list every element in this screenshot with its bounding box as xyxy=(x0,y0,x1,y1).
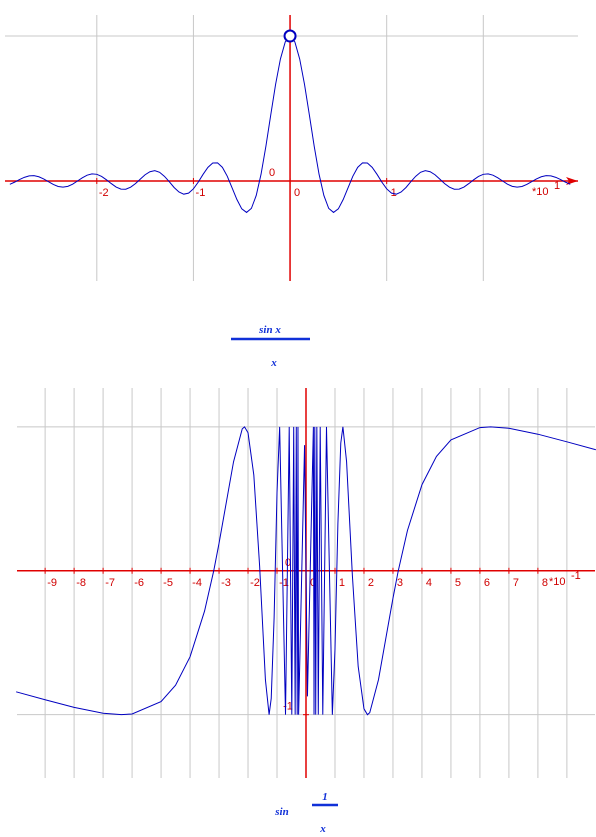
x-tick-label: -2 xyxy=(250,577,260,589)
x-scale-label: *10 xyxy=(549,576,566,588)
formula-prefix: sin xyxy=(274,806,288,818)
x-tick-label: -6 xyxy=(134,577,144,589)
x-tick-label: -9 xyxy=(47,577,57,589)
x-tick-label: -2 xyxy=(99,187,109,199)
x-tick-label: 8 xyxy=(542,577,548,589)
formula-denominator: x xyxy=(270,357,277,369)
x-tick-label: 2 xyxy=(368,577,374,589)
x-tick-label: -1 xyxy=(279,577,289,589)
x-tick-label: 7 xyxy=(513,577,519,589)
x-tick-label: -4 xyxy=(192,577,202,589)
y-tick-label: 0 xyxy=(285,557,291,569)
open-point xyxy=(283,29,297,43)
formula-denominator: x xyxy=(319,823,326,835)
x-tick-label: 5 xyxy=(455,577,461,589)
x-tick-label: -1 xyxy=(196,187,206,199)
x-tick-label: 3 xyxy=(397,577,403,589)
curve xyxy=(15,426,596,716)
x-scale-exponent: -1 xyxy=(571,570,581,582)
x-tick-label: 0 xyxy=(310,577,316,589)
y-tick-label: 0 xyxy=(269,167,275,179)
x-tick-label: -7 xyxy=(105,577,115,589)
x-tick-label: -5 xyxy=(163,577,173,589)
formula-2: sin 1 x xyxy=(274,791,338,835)
x-scale-exponent: 1 xyxy=(554,180,560,192)
x-tick-label: 4 xyxy=(426,577,432,589)
x-tick-label: 0 xyxy=(294,187,300,199)
formula-1: sin x x xyxy=(231,324,310,369)
y-tick-label: -1 xyxy=(283,701,293,713)
x-tick-label: 1 xyxy=(391,187,397,199)
formula-numerator: 1 xyxy=(322,791,328,803)
formula-numerator: sin x xyxy=(258,324,281,336)
x-tick-label: 1 xyxy=(339,577,345,589)
x-scale-label: *10 xyxy=(532,186,549,198)
x-tick-label: -3 xyxy=(221,577,231,589)
x-tick-label: -8 xyxy=(76,577,86,589)
axis-arrow xyxy=(566,176,578,185)
x-tick-label: 6 xyxy=(484,577,490,589)
